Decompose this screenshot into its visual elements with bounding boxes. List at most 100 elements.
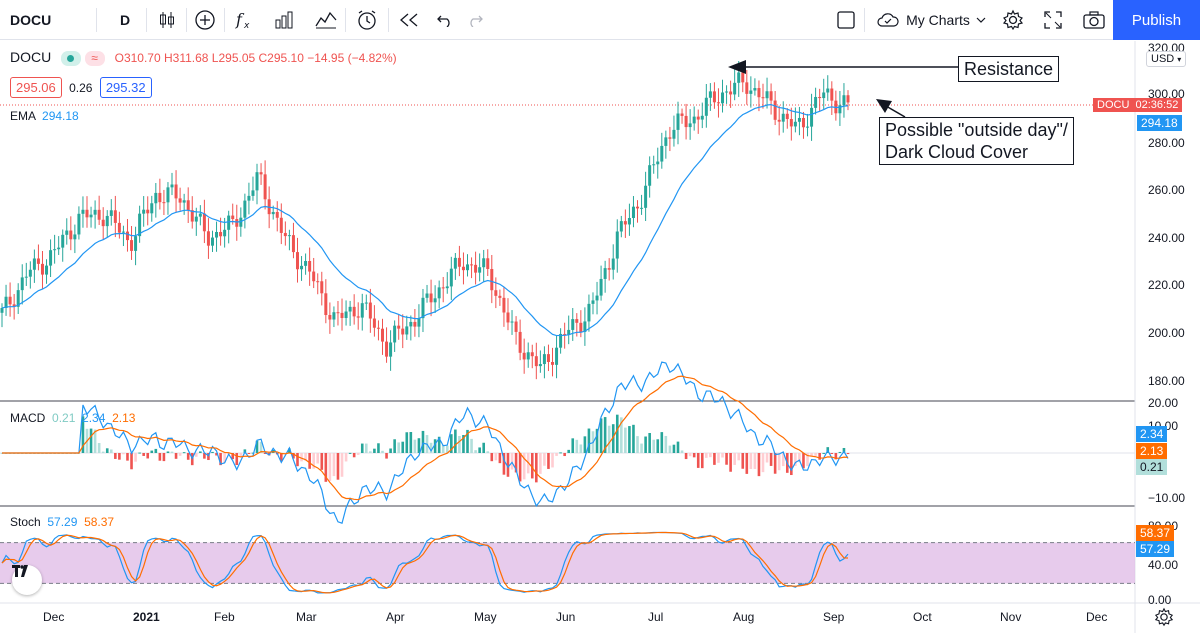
symbol-search-button[interactable]: DOCU (10, 12, 52, 28)
macd-histogram-bar (555, 453, 558, 456)
candle-body (16, 290, 20, 307)
candle-style-icon[interactable] (154, 0, 180, 40)
candle-body (498, 295, 502, 298)
replay-icon[interactable] (396, 0, 422, 40)
redo-icon[interactable] (462, 0, 488, 40)
candle-body (785, 113, 789, 120)
compare-add-icon[interactable] (192, 0, 218, 40)
candle-body (644, 185, 648, 208)
macd-histogram-bar (393, 439, 396, 453)
fullscreen-icon[interactable] (1040, 0, 1066, 40)
resistance-annotation[interactable]: Resistance (958, 56, 1060, 82)
ema-value: 294.18 (42, 109, 79, 123)
candle-body (595, 295, 599, 301)
candle-body (729, 91, 733, 95)
candle-body (551, 361, 555, 365)
candle-body (441, 287, 445, 289)
candle-body (587, 303, 591, 322)
layout-icon[interactable] (834, 0, 858, 40)
candle-body (134, 236, 138, 251)
macd-histogram-bar (174, 453, 178, 459)
macd-histogram-bar (814, 453, 817, 456)
candle-body (692, 116, 696, 124)
currency-select[interactable]: USD ▾ (1146, 51, 1187, 67)
gear-icon[interactable] (1000, 0, 1026, 40)
candle-body (773, 100, 777, 120)
macd-histogram-bar (822, 452, 826, 454)
undo-icon[interactable] (432, 0, 458, 40)
macd-histogram-bar (563, 453, 566, 457)
candle-body (559, 333, 563, 348)
macd-histogram-bar (700, 453, 704, 469)
candle-body (749, 90, 753, 94)
outside-day-line-1: Possible "outside day"/ (885, 120, 1068, 140)
price-chart[interactable] (0, 41, 1200, 633)
time-tick: Aug (733, 610, 755, 624)
macd-histogram-bar (231, 453, 235, 460)
outside-day-line-2: Dark Cloud Cover (885, 142, 1029, 162)
price-tick: 180.00 (1148, 374, 1185, 388)
macd-histogram-bar (717, 453, 720, 463)
macd-histogram-bar (332, 453, 336, 477)
candle-body (814, 96, 818, 108)
macd-histogram-bar (672, 444, 676, 453)
candle-body (332, 312, 336, 320)
macd-histogram-bar (615, 414, 619, 453)
candle-body (664, 137, 668, 146)
macd-legend: MACD 0.21 2.34 2.13 (10, 411, 135, 425)
candle-body (478, 267, 482, 273)
wave-icon[interactable]: ≈ (84, 51, 105, 67)
chart-area[interactable]: DOCU ≈ O310.70 H311.68 L295.05 C295.10 −… (0, 41, 1200, 633)
macd-histogram-bar (571, 438, 575, 453)
ema-label: EMA (10, 109, 36, 123)
candle-body (579, 322, 583, 332)
macd-histogram-bar (482, 442, 485, 453)
macd-histogram-bar (721, 453, 724, 458)
candle-body (121, 231, 125, 233)
candle-body (846, 95, 850, 103)
compare-icon[interactable] (312, 0, 340, 40)
candle-body (28, 269, 32, 277)
chart-settings-gear-icon[interactable] (1154, 607, 1174, 627)
visibility-toggle[interactable] (61, 51, 82, 67)
alert-clock-icon[interactable] (354, 0, 380, 40)
candle-body (300, 265, 304, 270)
macd-histogram-bar (304, 453, 307, 461)
camera-icon[interactable] (1080, 0, 1108, 40)
macd-histogram-bar (105, 448, 109, 453)
candle-body (781, 113, 785, 122)
outside-day-annotation[interactable]: Possible "outside day"/ Dark Cloud Cover (879, 117, 1074, 165)
publish-button[interactable]: Publish (1113, 0, 1200, 40)
candle-body (101, 219, 105, 227)
macd-histogram-bar (522, 453, 526, 480)
templates-icon[interactable] (271, 0, 297, 40)
macd-histogram-bar (462, 435, 465, 453)
my-charts-button[interactable]: My Charts (872, 0, 990, 40)
macd-histogram-bar (243, 449, 247, 453)
candle-body (8, 296, 12, 305)
candle-body (753, 88, 757, 91)
candle-body (210, 237, 214, 246)
ask-price[interactable]: 295.32 (99, 77, 152, 98)
bid-price[interactable]: 295.06 (10, 77, 62, 98)
stoch-k-value: 57.29 (47, 515, 78, 529)
spread-value: 0.26 (69, 81, 93, 95)
tradingview-logo[interactable] (12, 565, 42, 595)
candle-body (364, 302, 368, 304)
candle-body (684, 115, 688, 128)
macd-histogram-bar (158, 453, 162, 461)
candle-body (178, 198, 182, 203)
candle-body (433, 298, 437, 303)
macd-histogram-bar (676, 441, 680, 453)
candle-body (793, 121, 797, 127)
macd-histogram-bar (753, 453, 757, 469)
macd-histogram-bar (251, 452, 255, 454)
macd-histogram-bar (101, 451, 105, 453)
interval-button[interactable]: D (119, 12, 131, 28)
macd-histogram-bar (761, 453, 765, 473)
macd-histogram-bar (688, 453, 692, 457)
candle-body (291, 235, 295, 253)
macd-histogram-bar (433, 439, 437, 453)
ema-price-badge: 294.18 (1137, 115, 1182, 131)
